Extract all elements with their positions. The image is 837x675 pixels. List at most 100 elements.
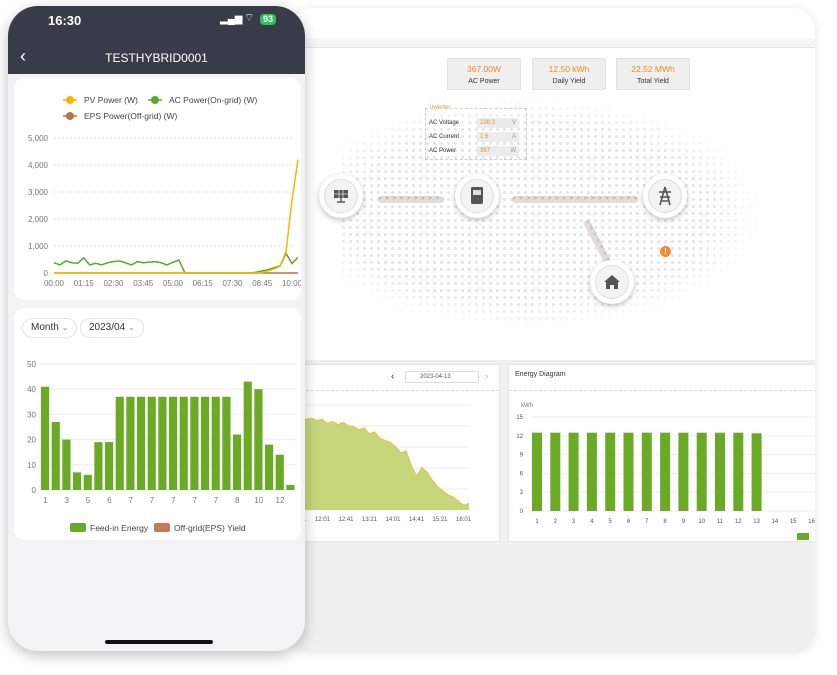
legend-label: Feed-in Energy: [90, 523, 149, 533]
x-tick-label: 2: [554, 519, 558, 525]
prev-date-button[interactable]: ‹: [391, 371, 395, 382]
y-tick-label: 0: [520, 509, 524, 515]
x-tick-label: 1: [535, 519, 539, 525]
x-tick-label: 3: [64, 496, 69, 505]
solar-node[interactable]: [319, 174, 363, 218]
x-tick-label: 14: [772, 519, 779, 525]
grid-tower-icon: [659, 186, 671, 206]
x-tick-label: 03:45: [133, 279, 154, 288]
x-tick-label: 12:41: [338, 517, 354, 523]
row-value: 1.6: [480, 133, 489, 140]
bar: [94, 442, 103, 490]
legend-label: Off-grid(EPS) Yield: [174, 523, 246, 533]
x-tick-label: 13: [753, 519, 760, 525]
row-unit: V: [511, 119, 516, 126]
bar: [222, 396, 231, 490]
row-label: AC Voltage: [429, 119, 460, 126]
y-tick-label: 5,000: [28, 134, 49, 143]
series-line-1: [53, 251, 299, 274]
x-tick-label: 7: [150, 496, 155, 505]
wifi-icon: ⌔: [244, 12, 255, 24]
y-tick-label: 40: [27, 385, 36, 394]
bar: [147, 396, 156, 490]
home-indicator: [105, 640, 213, 644]
x-tick-label: 08:45: [252, 279, 273, 288]
world-map: [340, 98, 760, 328]
home-node[interactable]: [590, 260, 634, 304]
x-tick-label: 14:41: [409, 517, 425, 523]
x-tick-label: 15: [790, 519, 797, 525]
x-tick-label: 5: [609, 519, 613, 525]
bar: [568, 432, 579, 511]
flow-inverter-to-grid: > > > > > > > > > > > > > > > > > > > > …: [512, 196, 638, 203]
inverter-title: Inverter: [429, 105, 452, 111]
y-tick-label: 0: [32, 486, 37, 495]
x-tick-label: 10:00: [282, 279, 301, 288]
legend-label: EPS Power(Off-grid) (W): [84, 111, 178, 121]
stat-label: Total Yield: [637, 78, 669, 85]
inverter-row: AC Power 367 W: [429, 144, 523, 157]
y-tick-label: 20: [27, 436, 36, 445]
x-tick-label: 7: [214, 496, 219, 505]
bar: [660, 432, 671, 511]
bar: [605, 432, 616, 511]
x-tick-label: 01:15: [74, 279, 95, 288]
battery-indicator: 93: [260, 14, 277, 25]
status-time: 16:30: [48, 13, 82, 28]
back-button[interactable]: ‹: [20, 46, 26, 66]
stat-value: 12.50 kWh: [548, 64, 590, 74]
y-tick-label: 30: [27, 410, 36, 419]
panel-title: Energy Diagram: [515, 371, 566, 378]
period-value: Month: [31, 322, 59, 333]
date-select[interactable]: 2023/04 ⌄: [80, 318, 144, 338]
grid-node[interactable]: [643, 174, 687, 218]
row-value: 367: [480, 147, 491, 154]
alert-icon[interactable]: !: [660, 246, 671, 257]
bar: [623, 432, 634, 511]
bar: [550, 432, 561, 511]
bar: [641, 432, 652, 511]
legend-swatch: [797, 533, 809, 540]
date-value: 2023/04: [89, 322, 126, 333]
bar: [586, 432, 597, 511]
inverter-row: AC Current 1.6 A: [429, 130, 523, 143]
x-tick-label: 00:00: [44, 279, 65, 288]
date-picker[interactable]: 2023-04-13: [405, 371, 479, 383]
inverter-node[interactable]: [455, 174, 499, 218]
x-tick-label: 13:21: [362, 517, 378, 523]
chevron-down-icon: ⌄: [127, 323, 135, 332]
home-icon: [604, 275, 620, 289]
row-unit: W: [510, 147, 516, 154]
x-tick-label: 10: [254, 496, 263, 505]
bar: [751, 433, 762, 511]
bar: [115, 396, 124, 490]
x-tick-label: 7: [128, 496, 133, 505]
bar: [51, 421, 60, 490]
legend-marker: [66, 96, 74, 104]
period-select[interactable]: Month ⌄: [22, 318, 78, 338]
bar: [169, 396, 178, 490]
x-tick-label: 4: [590, 519, 594, 525]
bar: [696, 432, 707, 511]
legend-marker: [151, 96, 159, 104]
x-tick-label: 16:01: [456, 517, 472, 523]
x-tick-label: 10: [698, 519, 705, 525]
y-tick-label: 1,000: [28, 242, 49, 251]
x-tick-label: 5: [86, 496, 91, 505]
x-tick-label: 11: [717, 519, 724, 525]
inverter-info: Inverter AC Voltage 238.3 V AC Current 1.6 A…: [425, 105, 527, 160]
legend-marker: [66, 112, 74, 120]
x-tick-label: 7: [171, 496, 176, 505]
next-date-button[interactable]: ›: [485, 371, 489, 382]
bar: [137, 396, 146, 490]
inverter-row: AC Voltage 238.3 V: [429, 116, 523, 129]
row-value: 238.3: [480, 119, 496, 126]
phone-app: 16:30 ▂▄▆ ⌔ 93 ‹ TESTHYBRID0001 0 1,000 2,…: [8, 6, 305, 651]
bar: [158, 396, 167, 490]
x-tick-label: 3: [572, 519, 576, 525]
row-unit: A: [511, 133, 516, 140]
x-tick-label: 16: [808, 519, 815, 525]
bar: [254, 389, 263, 490]
